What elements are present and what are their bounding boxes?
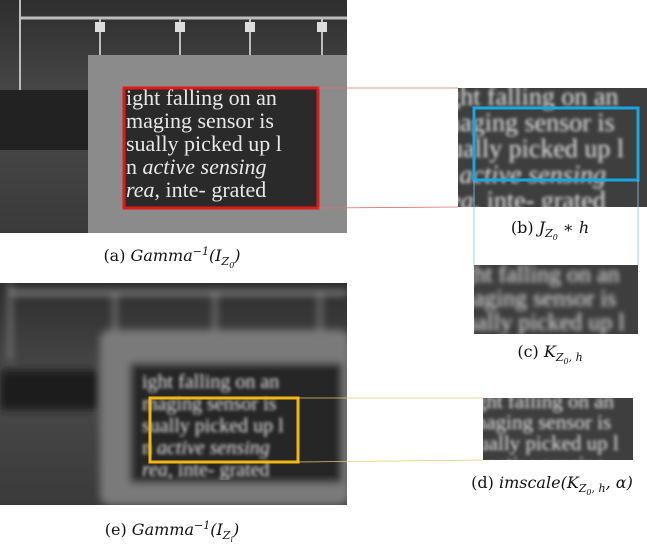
sign-text: active sensing <box>460 160 607 189</box>
caption-part: (d) <box>471 473 499 492</box>
caption-part: Gamma <box>132 520 194 539</box>
sign-text: ight falling on an <box>142 371 279 393</box>
sign-line: n active sensing <box>440 160 606 189</box>
sign-line: maging sensor is <box>142 393 277 415</box>
sign-text: , inte- grated <box>486 358 608 384</box>
sign-text: ight falling on an <box>455 262 620 288</box>
sign-text: rea <box>126 177 155 202</box>
caption-part: ) <box>626 473 633 492</box>
sign-line: sually picked up l <box>440 134 624 163</box>
sign-line: ight falling on an <box>142 371 279 393</box>
caption-b: (b) JZ0 ∗ h <box>511 218 589 242</box>
sign-text: , inte- grated <box>474 186 606 215</box>
sign-text: maging sensor is <box>126 108 274 133</box>
sign-line: sually picked up l <box>126 131 282 156</box>
caption-part: −1 <box>194 519 210 532</box>
sign-line: maging sensor is <box>455 286 616 312</box>
caption-part: (e) <box>105 520 132 539</box>
caption-part: α <box>616 473 627 492</box>
caption-part: h <box>579 218 589 237</box>
sign-text: n <box>126 154 143 179</box>
sign-line: ight falling on an <box>455 262 620 288</box>
caption-part: Z <box>578 482 587 495</box>
sign-line: rea, inte- grated <box>440 186 606 215</box>
caption-part: Z <box>222 529 231 542</box>
sign-text: maging sensor is <box>142 393 277 415</box>
caption-part: Z <box>221 255 230 268</box>
sign-text: sually picked up l <box>455 310 625 336</box>
caption-part: K <box>566 473 580 492</box>
sign-line: sually picked up l <box>455 310 625 336</box>
caption-part: , h <box>569 351 583 364</box>
caption-part: ∗ <box>558 218 579 237</box>
sign-text: sually picked up l <box>142 415 284 437</box>
sign-text: maging sensor is <box>440 108 615 137</box>
caption-part: , <box>606 473 616 492</box>
sign-text: rea <box>455 358 486 384</box>
sign-text: active sensing <box>143 154 267 179</box>
caption-part: Z <box>555 351 564 364</box>
caption-part: (c) <box>517 342 544 361</box>
sign-text: n <box>455 334 473 360</box>
sign-text: active sensing <box>157 437 270 459</box>
sign-text: rea <box>440 186 474 215</box>
sign-line: sually picked up l <box>142 415 284 437</box>
sign-line: maging sensor is <box>440 108 615 137</box>
sign-text: , inte- grated <box>155 177 267 202</box>
sign-line: n active sensing <box>126 154 267 179</box>
caption-part: −1 <box>193 245 209 258</box>
figure: ight falling on anmaging sensor issually… <box>0 0 647 550</box>
sign-line: rea, inte- grated <box>126 177 266 202</box>
caption-part: imscale <box>499 473 561 492</box>
caption-part: K <box>543 342 557 361</box>
sign-text: sually picked up l <box>440 134 624 163</box>
sign-text: sually picked up l <box>126 131 282 156</box>
caption-d: (d) imscale(KZ0, h, α) <box>471 473 633 497</box>
sign-line: rea, inte- grated <box>455 358 608 384</box>
sign-text: maging sensor is <box>455 286 616 312</box>
caption-part: Z <box>544 227 553 240</box>
caption-e: (e) Gamma−1(IZi) <box>105 519 240 544</box>
caption-part: Gamma <box>131 246 193 265</box>
caption-part: (b) <box>511 218 539 237</box>
sign-line: n active sensing <box>142 437 270 459</box>
caption-c: (c) KZ0, h <box>517 342 582 366</box>
caption-part: ) <box>233 246 240 265</box>
caption-part: , h <box>592 482 606 495</box>
caption-a: (a) Gamma−1(IZ0) <box>103 245 240 270</box>
caption-part: ) <box>232 520 239 539</box>
sign-text: n <box>440 160 460 189</box>
caption-part: (a) <box>103 246 130 265</box>
sign-line: maging sensor is <box>126 108 274 133</box>
